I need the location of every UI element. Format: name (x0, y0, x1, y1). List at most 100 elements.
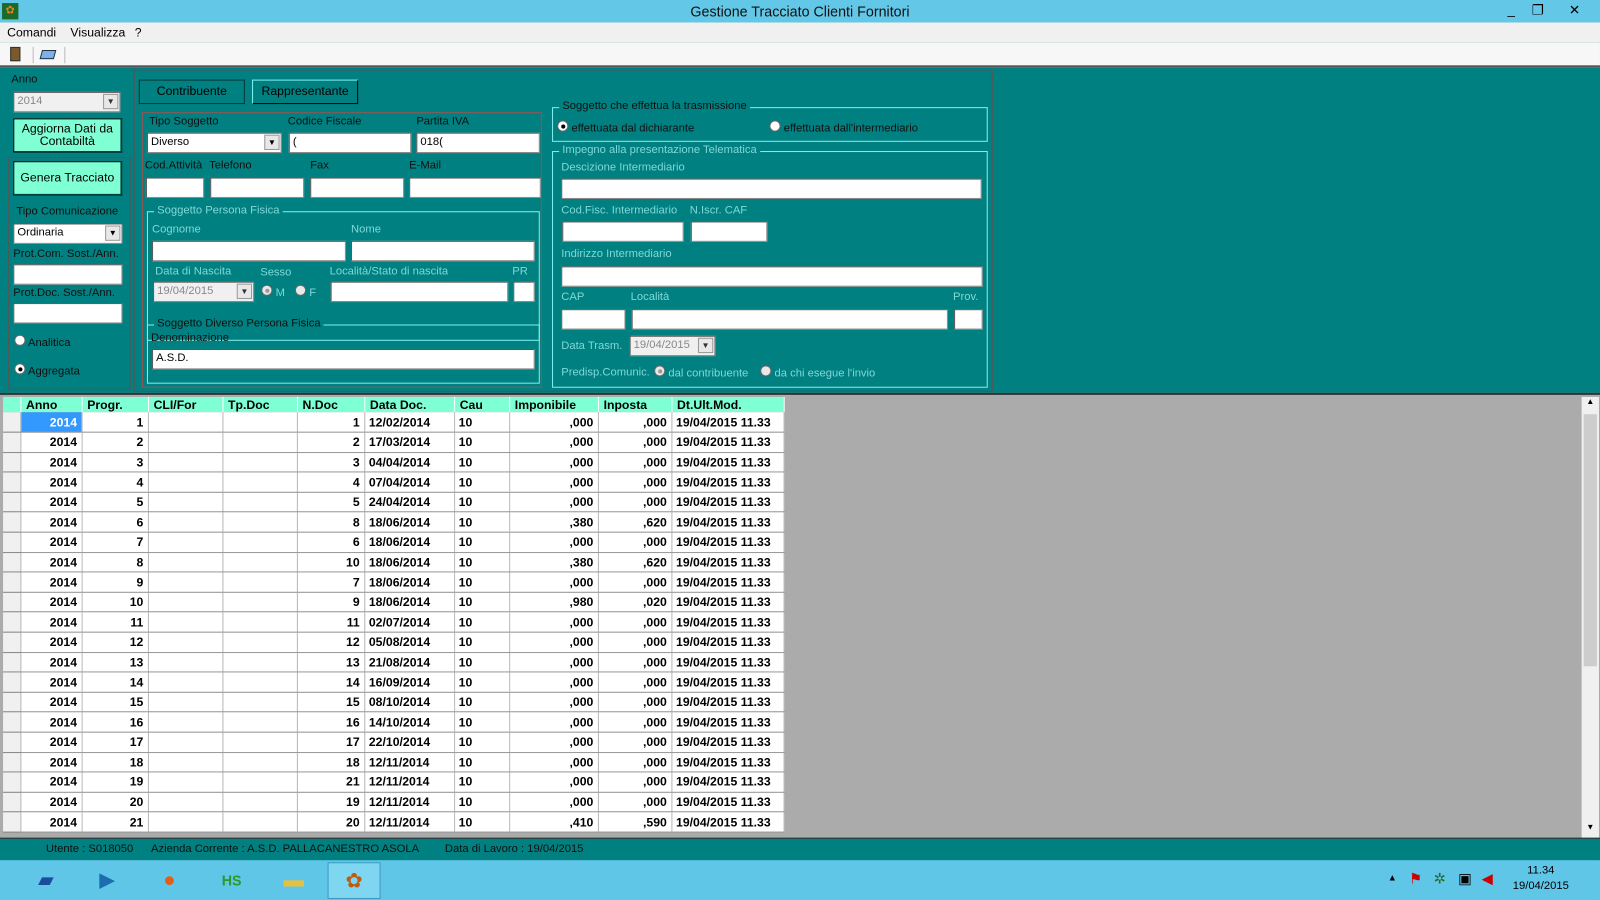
table-cell[interactable]: 19/04/2015 11.33 (671, 492, 785, 513)
anno-select[interactable]: 2014 ▼ (13, 91, 121, 113)
table-cell[interactable]: 13 (296, 652, 365, 673)
network-icon[interactable]: ▣ (1458, 870, 1472, 887)
data-trasm-picker[interactable]: 19/04/2015 ▼ (629, 335, 716, 357)
table-cell[interactable]: 2014 (20, 752, 83, 773)
table-cell[interactable]: 10 (296, 552, 365, 573)
menu-help[interactable]: ? (134, 25, 142, 40)
table-cell[interactable]: ,980 (509, 592, 599, 613)
table-row[interactable]: 2014 16 16 14/10/2014 10,000,000 19/04/2015 1… (3, 712, 785, 733)
table-cell[interactable] (222, 672, 298, 693)
radio-intermediario[interactable]: effettuata dall'intermediario (769, 120, 918, 135)
table-row[interactable]: 2014 19 21 12/11/2014 10,000,000 19/04/2015 1… (3, 772, 785, 793)
nome-input[interactable] (351, 240, 535, 262)
table-cell[interactable]: 11 (296, 612, 365, 633)
table-cell[interactable]: 2014 (20, 772, 83, 793)
partita-iva-input[interactable]: 018( (416, 132, 540, 154)
sync-icon[interactable]: ✲ (1433, 870, 1446, 887)
table-cell[interactable]: 19/04/2015 11.33 (671, 592, 785, 613)
table-cell[interactable]: 16 (296, 712, 365, 733)
icaro-app-icon[interactable]: ✿ (327, 862, 381, 899)
table-cell[interactable]: ,000 (597, 712, 672, 733)
table-cell[interactable]: 7 (296, 572, 365, 593)
table-row[interactable]: 2014 13 13 21/08/2014 10,000,000 19/04/2015 1… (3, 652, 785, 673)
table-cell[interactable]: 13 (81, 652, 149, 673)
table-row[interactable]: 2014 20 19 12/11/2014 10,000,000 19/04/2015 1… (3, 792, 785, 813)
table-cell[interactable]: 14 (296, 672, 365, 693)
table-cell[interactable]: ,380 (509, 552, 599, 573)
table-cell[interactable]: 10 (454, 592, 510, 613)
localita-nascita-input[interactable] (330, 281, 509, 303)
table-cell[interactable]: ,000 (509, 692, 599, 713)
table-cell[interactable]: 19/04/2015 11.33 (671, 572, 785, 593)
table-row[interactable]: 2014 21 20 12/11/2014 10,410,590 19/04/2015 1… (3, 812, 785, 833)
table-cell[interactable]: 2014 (20, 692, 83, 713)
table-cell[interactable] (147, 412, 223, 433)
table-cell[interactable]: 2014 (20, 592, 83, 613)
table-cell[interactable]: ,620 (597, 512, 672, 533)
menu-comandi[interactable]: Comandi (7, 25, 57, 40)
minimize-button[interactable]: _ (1507, 2, 1515, 18)
tipo-comunicazione-select[interactable]: Ordinaria ▼ (13, 223, 123, 244)
table-cell[interactable] (222, 472, 298, 493)
table-cell[interactable]: 10 (454, 752, 510, 773)
table-cell[interactable] (222, 612, 298, 633)
table-cell[interactable]: 2014 (20, 792, 83, 813)
row-header[interactable] (3, 452, 21, 473)
radio-da-chi-esegue[interactable]: da chi esegue l'invio (760, 365, 875, 380)
table-cell[interactable]: 5 (296, 492, 365, 513)
table-cell[interactable]: 19/04/2015 11.33 (671, 692, 785, 713)
table-cell[interactable] (147, 432, 223, 453)
indirizzo-intermediario-input[interactable] (561, 266, 983, 287)
table-cell[interactable]: 12 (81, 632, 149, 653)
row-header[interactable] (3, 412, 21, 433)
table-cell[interactable]: 19/04/2015 11.33 (671, 412, 785, 433)
table-cell[interactable]: 9 (81, 572, 149, 593)
cap-input[interactable] (561, 309, 626, 330)
table-cell[interactable]: 19/04/2015 11.33 (671, 632, 785, 653)
table-cell[interactable]: 19/04/2015 11.33 (671, 672, 785, 693)
close-button[interactable]: ✕ (1568, 2, 1581, 18)
radio-dichiarante[interactable]: effettuata dal dichiarante (557, 120, 694, 135)
tipo-soggetto-select[interactable]: Diverso ▼ (146, 132, 282, 154)
table-cell[interactable]: 19/04/2015 11.33 (671, 512, 785, 533)
table-cell[interactable]: ,000 (509, 432, 599, 453)
table-row[interactable]: 2014 1 1 12/02/2014 10,000,000 19/04/2015 11.… (3, 412, 785, 433)
table-cell[interactable]: 2014 (20, 472, 83, 493)
table-cell[interactable]: 2014 (20, 732, 83, 753)
caf-input[interactable] (690, 221, 768, 242)
column-header[interactable]: Anno (20, 396, 83, 413)
row-header[interactable] (3, 652, 21, 673)
table-cell[interactable]: ,000 (597, 772, 672, 793)
table-cell[interactable]: ,000 (597, 492, 672, 513)
table-cell[interactable]: 12/11/2014 (364, 772, 455, 793)
table-cell[interactable]: 7 (81, 532, 149, 553)
scroll-up-icon[interactable]: ▲ (1586, 396, 1595, 407)
table-cell[interactable]: 17 (81, 732, 149, 753)
table-cell[interactable]: ,410 (509, 812, 599, 833)
table-cell[interactable]: 10 (454, 492, 510, 513)
table-cell[interactable]: 2014 (20, 552, 83, 573)
table-row[interactable]: 2014 9 7 18/06/2014 10,000,000 19/04/2015 11.… (3, 572, 785, 593)
email-input[interactable] (409, 177, 541, 198)
table-cell[interactable]: 10 (454, 552, 510, 573)
table-cell[interactable]: 21 (296, 772, 365, 793)
row-header[interactable] (3, 692, 21, 713)
table-cell[interactable] (147, 752, 223, 773)
column-header[interactable]: Data Doc. (364, 396, 455, 413)
table-cell[interactable] (222, 572, 298, 593)
table-cell[interactable]: ,000 (597, 652, 672, 673)
table-cell[interactable]: 10 (454, 732, 510, 753)
table-cell[interactable] (222, 592, 298, 613)
clock[interactable]: 11.34 19/04/2015 (1510, 864, 1571, 892)
table-cell[interactable]: ,000 (597, 572, 672, 593)
table-row[interactable]: 2014 5 5 24/04/2014 10,000,000 19/04/2015 11.… (3, 492, 785, 513)
volume-muted-icon[interactable]: ◀ (1481, 870, 1493, 887)
table-cell[interactable]: ,380 (509, 512, 599, 533)
table-cell[interactable] (147, 772, 223, 793)
firefox-icon[interactable]: ● (163, 869, 176, 892)
table-cell[interactable] (222, 692, 298, 713)
table-cell[interactable]: ,000 (597, 792, 672, 813)
action-center-flag-icon[interactable]: ⚑ (1409, 870, 1422, 887)
tab-rappresentante[interactable]: Rappresentante (252, 79, 359, 105)
tab-contribuente[interactable]: Contribuente (138, 79, 245, 105)
